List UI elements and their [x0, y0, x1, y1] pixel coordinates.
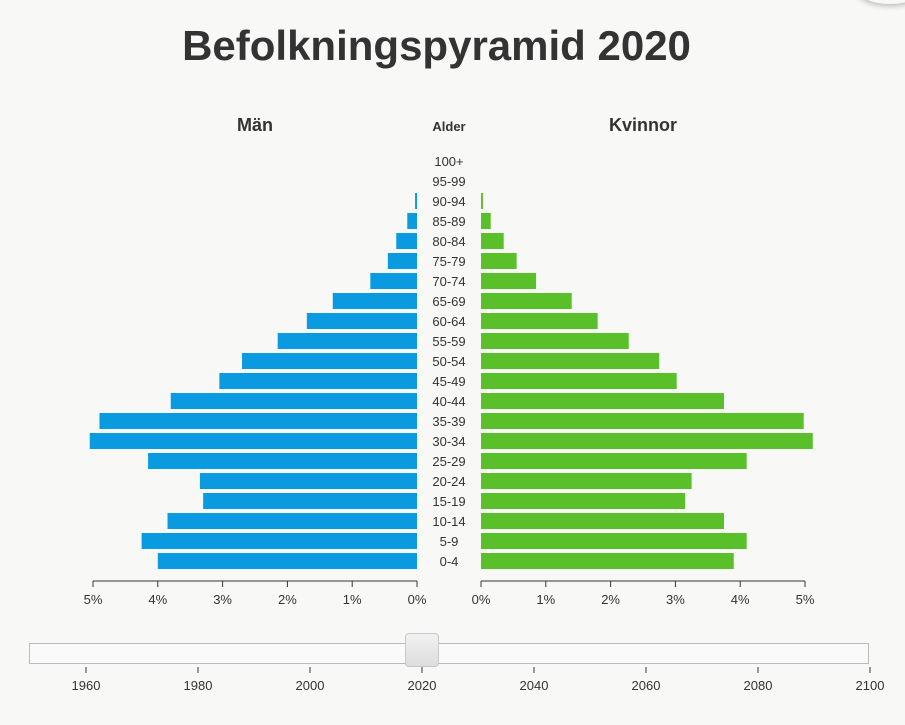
bar-men-75-79 — [387, 253, 417, 269]
left-series-label: Män — [237, 115, 273, 135]
bar-men-90-94 — [415, 193, 417, 209]
right-series-label: Kvinnor — [609, 115, 677, 135]
x-tick-label-left: 1% — [343, 592, 362, 607]
bar-men-45-49 — [219, 373, 417, 389]
age-label-60-64: 60-64 — [432, 314, 465, 329]
bar-women-45-49 — [481, 373, 677, 389]
x-tick-label-right: 5% — [796, 592, 815, 607]
x-tick-label-right: 2% — [601, 592, 620, 607]
bar-men-80-84 — [396, 233, 417, 249]
x-axis-left: 5% 4% 3% 2% 1% 0% — [84, 580, 427, 607]
age-label-35-39: 35-39 — [432, 414, 465, 429]
bar-men-5-9 — [141, 533, 417, 549]
bars-women — [481, 193, 813, 569]
x-axis-right: 0% 1% 2% 3% 4% 5% — [472, 580, 815, 607]
bar-men-60-64 — [306, 313, 417, 329]
bar-women-10-14 — [481, 513, 724, 529]
age-label-40-44: 40-44 — [432, 394, 465, 409]
x-tick-label-right: 0% — [472, 592, 491, 607]
age-label-85-89: 85-89 — [432, 214, 465, 229]
age-axis-label: Alder — [432, 119, 465, 134]
x-tick-label-right: 1% — [536, 592, 555, 607]
age-label-30-34: 30-34 — [432, 434, 465, 449]
corner-shadow — [855, 0, 905, 4]
slider-tick-label: 2080 — [744, 678, 773, 693]
age-label-90-94: 90-94 — [432, 194, 465, 209]
bar-women-30-34 — [481, 433, 813, 449]
chart-title: Befolkningspyramid 2020 — [182, 22, 691, 69]
age-label-95-99: 95-99 — [432, 174, 465, 189]
slider-tick-label: 1980 — [184, 678, 213, 693]
age-label-80-84: 80-84 — [432, 234, 465, 249]
slider-tick-label: 2040 — [520, 678, 549, 693]
bar-men-25-29 — [148, 453, 417, 469]
slider-tick-label: 2020 — [408, 678, 437, 693]
age-label-15-19: 15-19 — [432, 494, 465, 509]
age-labels: 100+ 95-99 90-94 85-89 80-84 75-79 70-74 65-69 6… — [432, 154, 465, 569]
bar-women-90-94 — [481, 193, 483, 209]
bar-men-10-14 — [167, 513, 417, 529]
bar-men-50-54 — [242, 353, 417, 369]
bar-women-35-39 — [481, 413, 804, 429]
bar-women-20-24 — [481, 473, 692, 489]
bar-men-15-19 — [203, 493, 417, 509]
slider-tick-label: 2060 — [632, 678, 661, 693]
age-label-0-4: 0-4 — [440, 554, 459, 569]
x-tick-label-right: 3% — [666, 592, 685, 607]
age-label-70-74: 70-74 — [432, 274, 465, 289]
slider-tick-label: 2000 — [296, 678, 325, 693]
x-tick-label-left: 0% — [408, 592, 427, 607]
age-label-25-29: 25-29 — [432, 454, 465, 469]
bar-men-85-89 — [407, 213, 417, 229]
x-tick-label-right: 4% — [731, 592, 750, 607]
age-label-100+: 100+ — [434, 154, 463, 169]
x-tick-label-left: 5% — [84, 592, 103, 607]
bar-women-60-64 — [481, 313, 598, 329]
bar-men-35-39 — [99, 413, 417, 429]
bar-men-30-34 — [89, 433, 417, 449]
bar-women-0-4 — [481, 553, 734, 569]
bar-women-5-9 — [481, 533, 747, 549]
bar-women-75-79 — [481, 253, 517, 269]
x-tick-label-left: 2% — [278, 592, 297, 607]
year-slider-track[interactable] — [29, 643, 869, 664]
age-label-5-9: 5-9 — [440, 534, 459, 549]
bar-women-85-89 — [481, 213, 491, 229]
slider-tick-label: 1960 — [72, 678, 101, 693]
age-label-20-24: 20-24 — [432, 474, 465, 489]
age-label-55-59: 55-59 — [432, 334, 465, 349]
bar-women-65-69 — [481, 293, 572, 309]
bar-men-65-69 — [332, 293, 417, 309]
bar-men-70-74 — [370, 273, 417, 289]
x-tick-label-left: 4% — [148, 592, 167, 607]
year-slider-handle[interactable] — [405, 633, 439, 667]
bar-men-0-4 — [157, 553, 418, 569]
x-tick-label-left: 3% — [213, 592, 232, 607]
population-pyramid-chart: Män Kvinnor Alder 100+ 95-99 90-94 85-89 80-… — [84, 115, 815, 607]
bar-women-55-59 — [481, 333, 629, 349]
bar-women-25-29 — [481, 453, 747, 469]
bar-women-50-54 — [481, 353, 660, 369]
age-label-10-14: 10-14 — [432, 514, 465, 529]
age-label-75-79: 75-79 — [432, 254, 465, 269]
slider-tick-label: 2100 — [856, 678, 885, 693]
bar-men-20-24 — [199, 473, 417, 489]
bar-women-80-84 — [481, 233, 504, 249]
age-label-50-54: 50-54 — [432, 354, 465, 369]
age-label-45-49: 45-49 — [432, 374, 465, 389]
bars-men — [89, 193, 418, 569]
bar-women-15-19 — [481, 493, 686, 509]
bar-women-70-74 — [481, 273, 537, 289]
bar-men-40-44 — [170, 393, 417, 409]
bar-women-40-44 — [481, 393, 724, 409]
bar-men-55-59 — [277, 333, 417, 349]
age-label-65-69: 65-69 — [432, 294, 465, 309]
